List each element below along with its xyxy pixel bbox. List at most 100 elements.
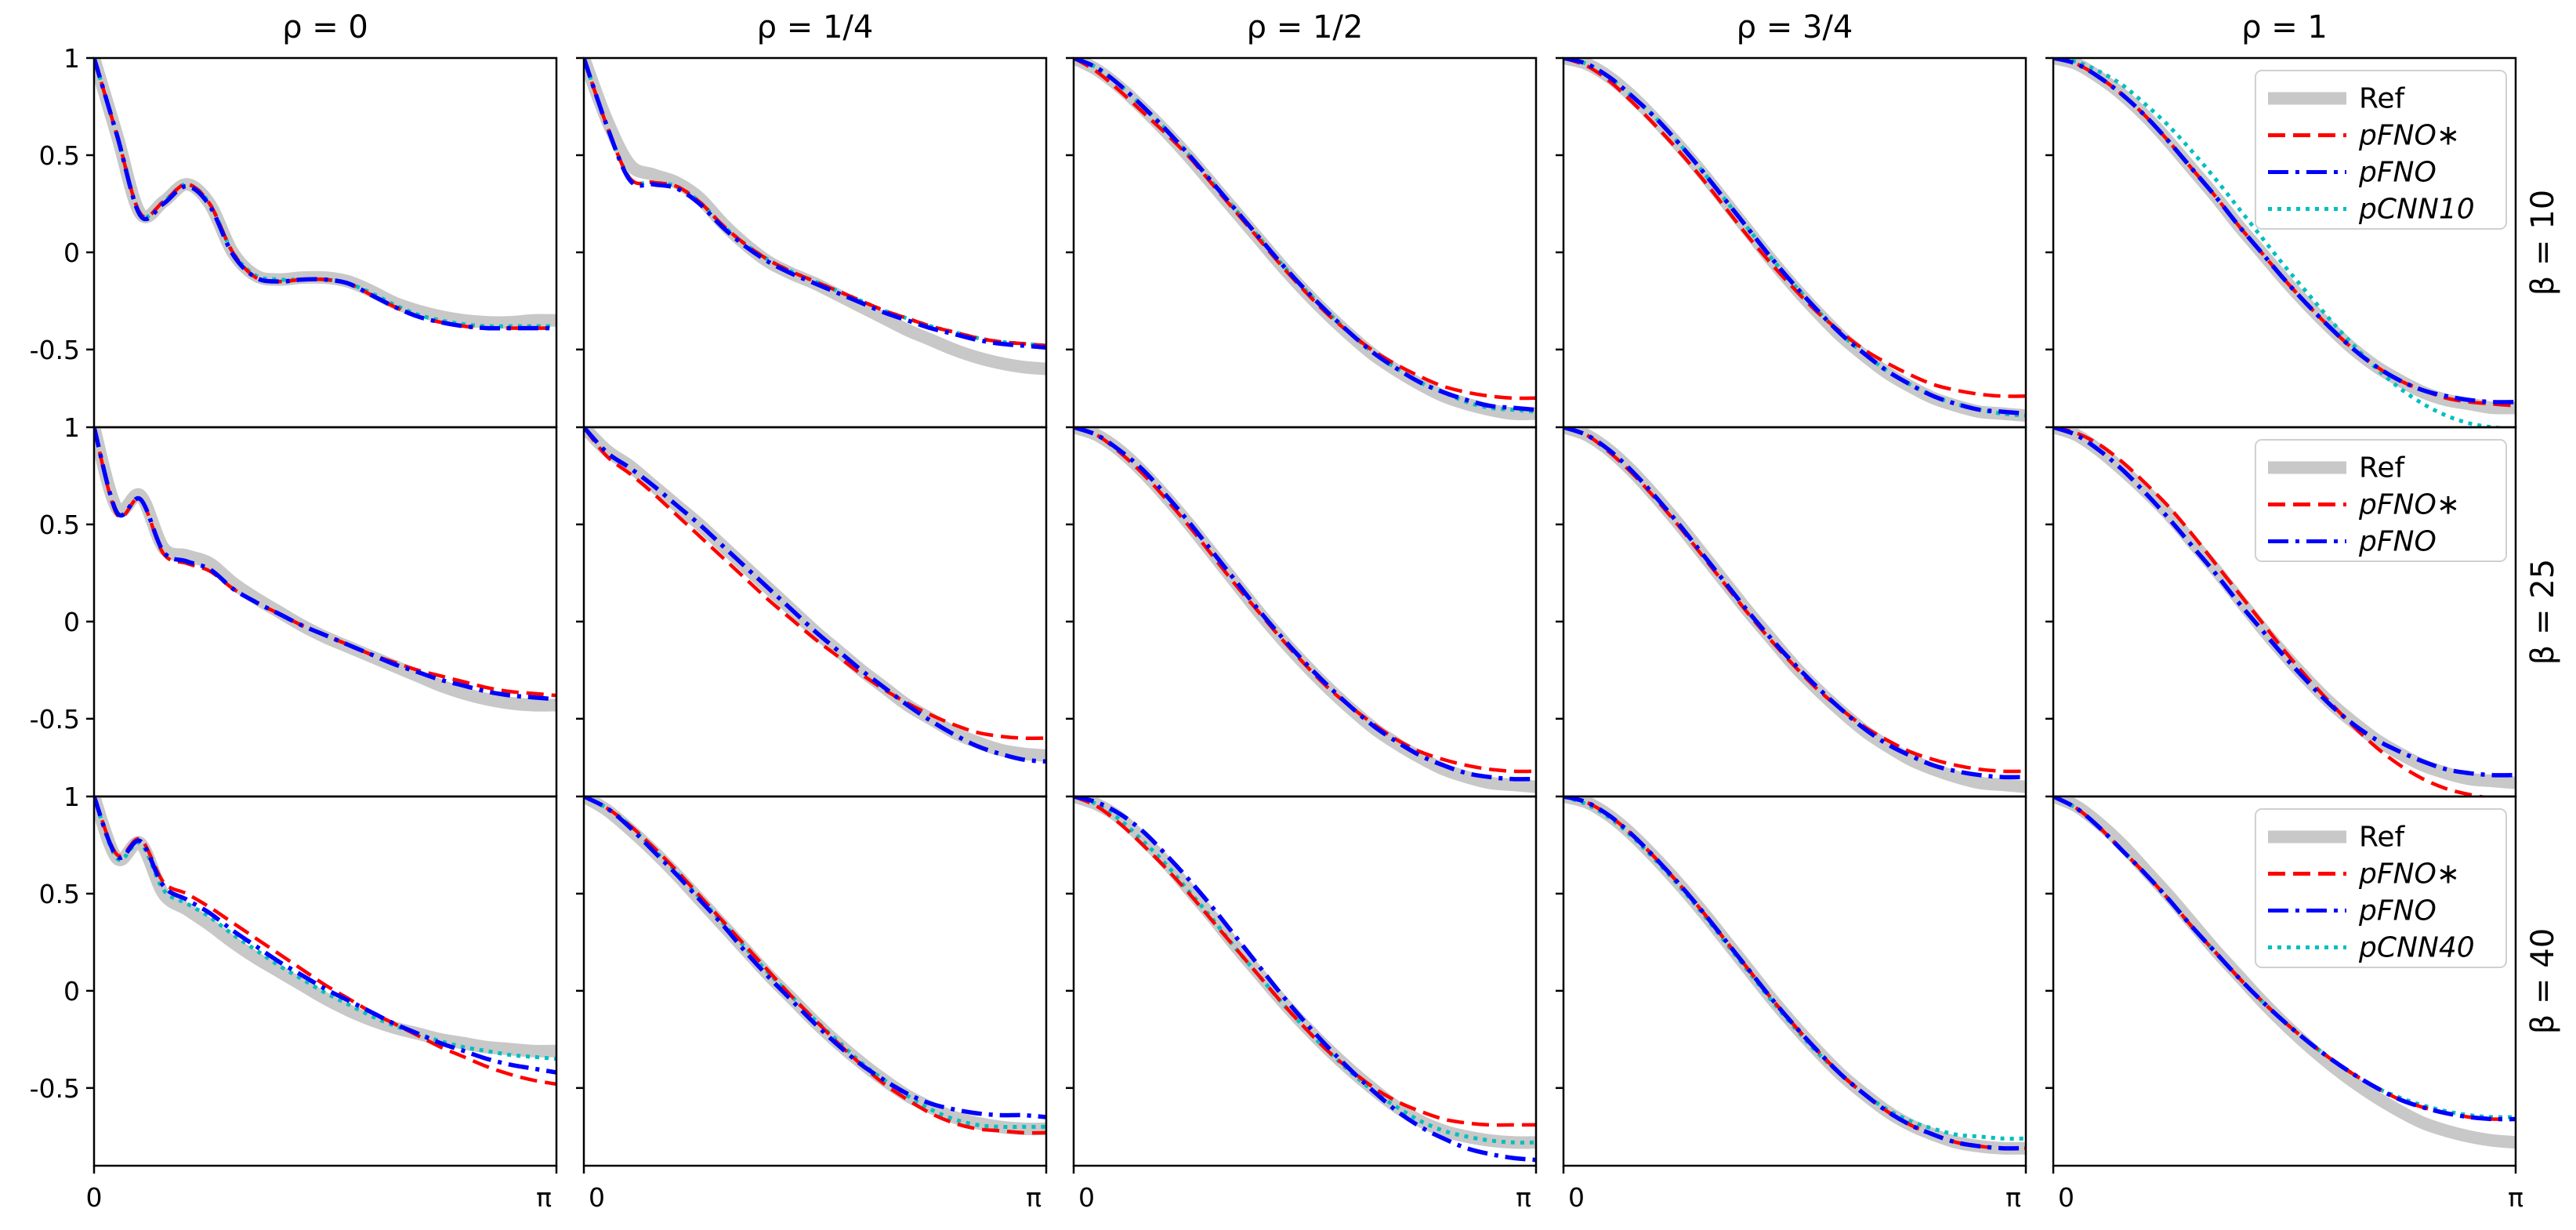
series-line-pcnn40 [1074,796,1536,1145]
legend-r1: Ref pFNO∗ pFNO [2255,439,2507,562]
subplot-frame [1562,426,2027,798]
x-tick-label: π [1026,1182,1042,1213]
subplot-r1-c1 [576,426,1048,798]
series-line-pfno [2053,796,2516,1122]
series-line-ref [94,427,556,712]
series-line-pcnn40 [94,796,556,1061]
y-tick-label: 1 [63,782,80,812]
series-line-pfno [1074,427,1536,782]
subplot-r1-c3 [1556,426,2027,798]
subplot-r2-c1 [576,795,1048,1174]
series-line-ref [1563,427,2026,793]
y-tick-label: 0 [63,238,80,268]
series-line-pfno [1074,58,1536,412]
subplot-frame [1562,795,2027,1167]
column-title-4: ρ = 1 [2241,9,2328,45]
series-line-pfno [2053,58,2516,405]
subplot-r2-c4 [2045,795,2517,1174]
row-title-1: β = 25 [2525,559,2561,665]
y-tick-label: -0.5 [30,1073,80,1104]
series-line-ref [1074,796,1536,1149]
y-tick-label: 1 [63,412,80,443]
x-tick-label: 0 [1078,1182,1095,1213]
subplot-r2-c3 [1556,795,2027,1174]
subplot-frame [92,426,558,798]
series-line-pfno-star [94,58,556,331]
legend-label: pCNN10 [2358,194,2475,226]
series-line-pfno-star [94,427,556,698]
series-line-pcnn40 [1563,796,2026,1141]
legend-label: pFNO∗ [2358,489,2460,521]
series-line-pfno-star [2053,427,2491,796]
x-tick-label: 0 [1568,1182,1585,1213]
series-line-pfno [94,427,556,702]
legend-box [2255,70,2507,230]
subplot-r1-c2 [1066,426,1538,798]
subplot-r0-c3 [1556,56,2027,429]
column-title-1: ρ = 1/4 [757,9,874,45]
y-tick-label: -0.5 [30,335,80,365]
series-line-pfno-star [584,427,1046,741]
x-tick-label: 0 [2058,1182,2074,1213]
y-tick-label: 1 [63,43,80,74]
legend-label: pCNN40 [2358,932,2475,964]
legend-r2: Ref pFNO∗ pFNO pCNN40 [2255,808,2507,968]
row-title-2: β = 40 [2525,928,2561,1034]
subplot-frame [1072,795,1538,1167]
series-line-pfno-star [1563,796,2026,1151]
series-line-pfno [584,58,1046,350]
x-tick-label: π [2508,1182,2523,1213]
series-line-pfno-star [94,796,556,1087]
y-tick-label: 0 [63,976,80,1007]
series-line-pfno [584,427,1046,764]
legend-label: pFNO [2358,526,2437,558]
series-line-pfno [2053,427,2516,778]
y-tick-label: 0.5 [39,879,80,909]
legend-label: Ref [2359,822,2406,854]
subplot-frame [2052,795,2517,1167]
subplot-grid [86,56,2517,1174]
series-line-pfno [584,796,1046,1119]
legend-box [2255,808,2507,968]
column-title-3: ρ = 3/4 [1737,9,1853,45]
y-tick-label: -0.5 [30,704,80,735]
series-line-pfno [94,58,556,331]
series-line-pfno-star [584,796,1046,1135]
series-line-ref [584,58,1046,376]
series-line-pfno [1563,58,2026,416]
series-line-pfno [1563,796,2026,1151]
x-tick-label: 0 [86,1182,103,1213]
subplot-r2-c2 [1066,795,1538,1174]
legend-label: Ref [2359,83,2406,115]
row-title-0: β = 10 [2525,190,2561,296]
series-line-ref [94,796,556,1058]
y-tick-label: 0.5 [39,140,80,171]
x-tick-label: 0 [589,1182,605,1213]
legend-label: pFNO [2358,895,2437,927]
y-tick-label: 0.5 [39,510,80,540]
legend-label: pFNO [2358,157,2437,189]
subplot-frame [92,795,558,1167]
series-line-pfno-star [1074,58,1536,401]
series-line-pfno [1074,796,1536,1163]
subplot-r2-c0 [86,795,558,1174]
series-line-ref [1563,796,2026,1155]
series-line-pcnn10 [1563,58,2026,418]
series-line-ref [94,58,556,329]
legend-r0: Ref pFNO∗ pFNO pCNN10 [2255,70,2507,230]
series-line-pfno-star [1074,796,1536,1127]
x-tick-label: π [536,1182,552,1213]
subplot-frame [1072,426,1538,798]
series-line-ref [1563,58,2026,423]
legend-label: pFNO∗ [2358,120,2460,152]
series-line-pfno [94,796,556,1075]
column-title-0: ρ = 0 [282,9,368,45]
series-line-pcnn10 [584,58,1046,348]
x-tick-label: π [1516,1182,1531,1213]
subplot-frame [1562,56,2027,429]
figure-labels: 1 0.5 0 -0.5 1 0.5 0 -0.5 1 0.5 0 -0.5 0 π 0 π 0 π 0 π 0 π ρ =… [30,9,2561,1213]
series-line-pcnn10 [94,58,556,328]
subplot-r0-c1 [576,56,1048,429]
x-tick-label: π [2005,1182,2021,1213]
